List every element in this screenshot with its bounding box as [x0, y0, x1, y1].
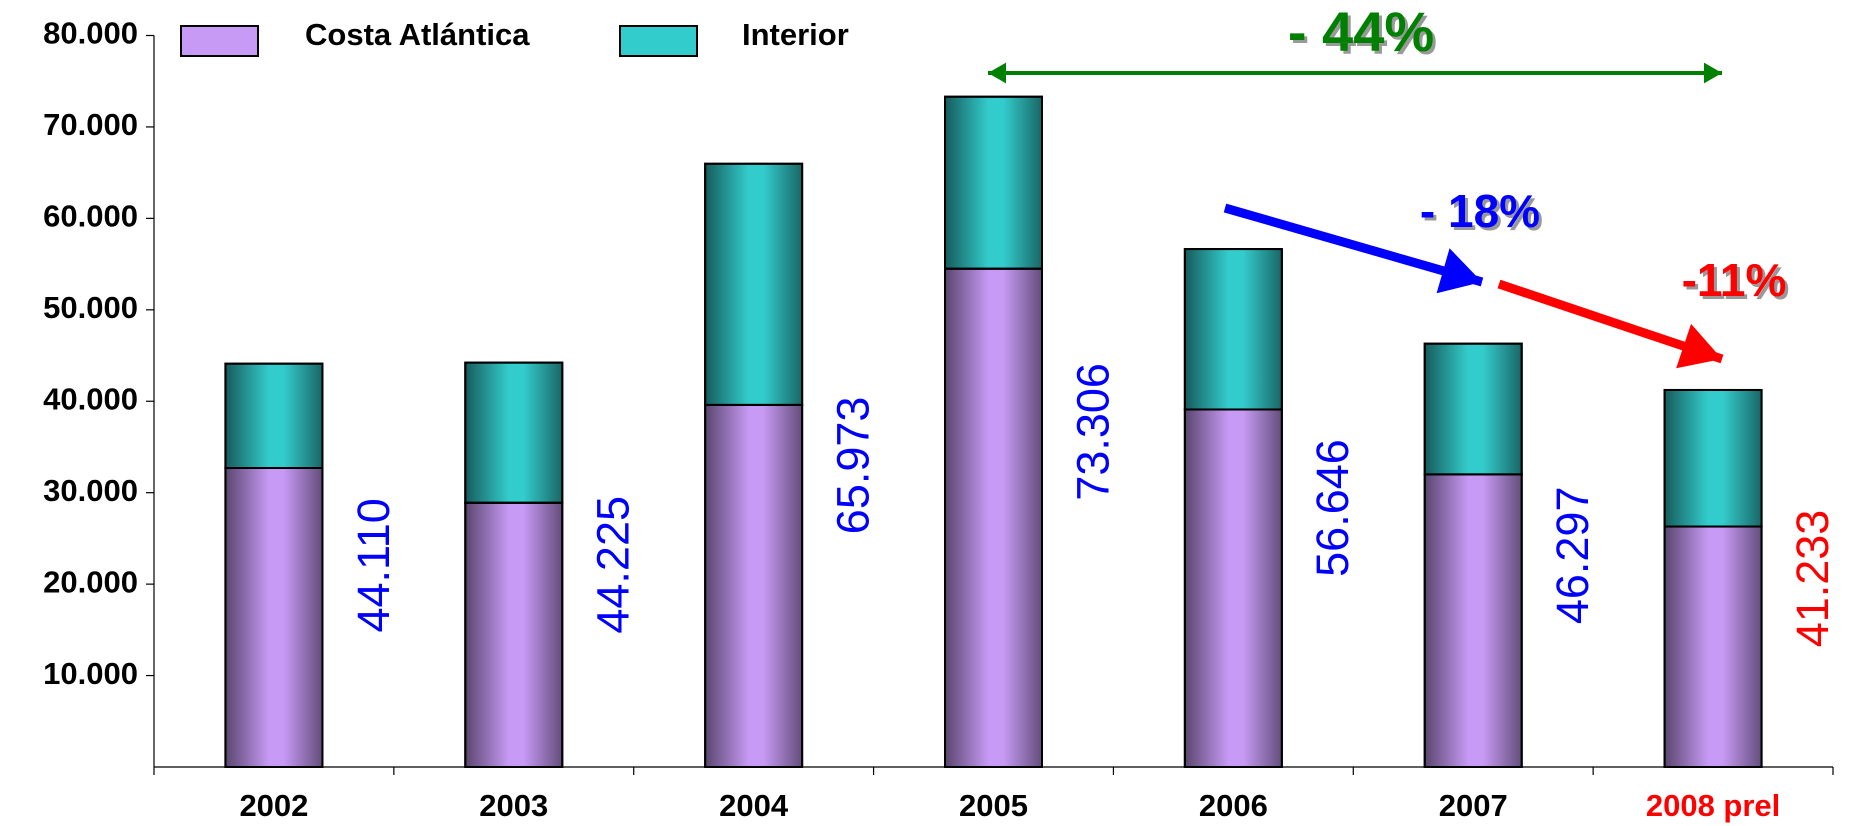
x-tick-label: 2005 [959, 788, 1028, 823]
bar-shade [705, 404, 803, 767]
y-tick-label: 80.000 [43, 16, 138, 51]
annotation-shadow: - 44% [1291, 3, 1437, 66]
annotation: - 18% [1420, 185, 1540, 237]
total-label: 44.225 [588, 496, 639, 634]
legend-swatch [619, 25, 698, 57]
bar-outline [224, 362, 324, 469]
annotation: - 44% [1288, 0, 1434, 63]
x-tick-label: 2002 [239, 788, 308, 823]
legend-label: Costa Atlántica [305, 17, 530, 52]
bar-shade [225, 467, 323, 767]
bar-outline [1663, 388, 1763, 528]
arrow-head [988, 62, 1006, 84]
bar-outline [1183, 248, 1283, 411]
bar-shade [945, 96, 1042, 269]
total-label: 56.646 [1307, 439, 1358, 577]
x-tick-label: 2008 prel [1646, 788, 1780, 823]
bar-shade [1424, 343, 1522, 475]
y-tick-label: 50.000 [43, 290, 138, 325]
annotation-shadow: -11% [1685, 257, 1790, 309]
bar-shade [465, 502, 563, 767]
bar-shade [225, 363, 323, 468]
bar-shade [1184, 409, 1282, 767]
bar-outline [1423, 342, 1523, 476]
y-tick-label: 20.000 [43, 564, 138, 599]
x-tick-label: 2003 [479, 788, 548, 823]
bar-shade [465, 362, 563, 503]
bar-shade [945, 268, 1042, 767]
bar-shade [1184, 249, 1282, 410]
annotation: -11% [1682, 254, 1787, 306]
total-label: 41.233 [1787, 510, 1838, 648]
total-label: 46.297 [1547, 487, 1598, 625]
arrow-head [1676, 323, 1722, 369]
x-tick-label: 2006 [1199, 788, 1268, 823]
bar-outline [464, 361, 564, 504]
y-tick-label: 40.000 [43, 381, 138, 416]
x-tick-label: 2007 [1439, 788, 1508, 823]
bar-shade [1664, 526, 1762, 767]
arrow-head [1436, 248, 1482, 294]
annotation-shadow: - 18% [1423, 188, 1543, 240]
bar-shade [705, 163, 803, 405]
legend-label: Interior [742, 17, 849, 52]
y-tick-label: 10.000 [43, 656, 138, 691]
bar-outline [944, 95, 1043, 270]
bar-shade [1424, 474, 1522, 767]
y-tick-label: 60.000 [43, 199, 138, 234]
y-tick-label: 30.000 [43, 473, 138, 508]
bar-outline [704, 162, 804, 406]
legend-swatch [180, 25, 259, 57]
total-label: 73.306 [1067, 363, 1118, 501]
arrow-line [1223, 203, 1484, 287]
total-label: 65.973 [828, 397, 879, 535]
y-tick-label: 70.000 [43, 107, 138, 142]
x-tick-label: 2004 [719, 788, 789, 823]
bar-shade [1664, 389, 1762, 527]
total-label: 44.110 [348, 498, 399, 632]
arrow-head [1704, 62, 1722, 84]
